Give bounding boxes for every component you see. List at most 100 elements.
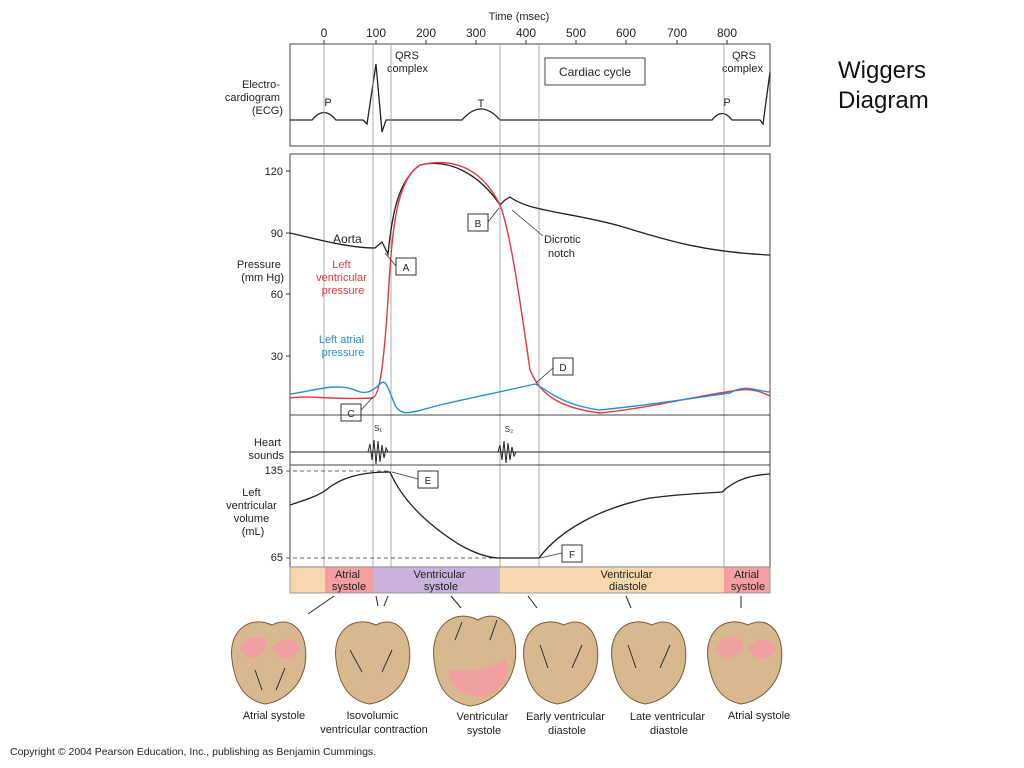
sounds-label-1: Heart	[254, 437, 281, 449]
marker-box-e	[417, 470, 439, 489]
phase-ventricular-diastole	[500, 567, 724, 593]
marker-box-b	[467, 213, 489, 232]
aorta-label: Aorta	[333, 232, 362, 246]
heart-caption-3-line2: systole	[467, 725, 501, 737]
time-axis-ticks: 0 100 200 300 400 500 600 700 800	[321, 26, 738, 40]
heart-caption-1: Atrial systole	[243, 710, 305, 722]
phase-early-diastole-left	[290, 567, 325, 593]
heart-caption-4-line1: Early ventricular	[526, 711, 605, 723]
time-tick-100: 100	[366, 26, 386, 40]
heart-caption-6-line1: Atrial systole	[728, 710, 790, 722]
lv-pressure-label: Left ventricular pressure	[316, 259, 370, 297]
phase-vd-line2: diastole	[609, 581, 647, 593]
heart-caption-3: Ventricular systole	[456, 711, 511, 737]
pressure-tick-marks	[286, 170, 290, 357]
marker-a: A	[403, 263, 410, 274]
phase-atrial1-line1: Atrial	[335, 569, 360, 581]
ecg-label-3: (ECG)	[252, 105, 283, 117]
ecg-panel	[289, 43, 771, 147]
qrs2-line2: complex	[722, 63, 763, 75]
pressure-tick-120: 120	[265, 166, 283, 178]
time-tick-600: 600	[616, 26, 636, 40]
heart-illustration-5	[611, 621, 687, 705]
dicrotic-line2: notch	[548, 248, 575, 260]
pressure-label-2: (mm Hg)	[241, 272, 284, 284]
heart-caption-1-line1: Atrial systole	[243, 710, 305, 722]
pressure-label-1: Pressure	[237, 259, 281, 271]
time-axis-label: Time (msec)	[489, 11, 550, 23]
heart-caption-2-line2: ventricular contraction	[320, 724, 428, 736]
phase-atrial-systole-2	[724, 567, 770, 593]
time-tick-400: 400	[516, 26, 536, 40]
volume-tick-135: 135	[265, 465, 283, 477]
volume-panel	[289, 464, 771, 568]
heart-sounds-panel	[289, 414, 771, 466]
ecg-label: Electro- cardiogram (ECG)	[225, 79, 283, 117]
qrs-label-2: QRS complex	[722, 50, 763, 75]
volume-label-4: (mL)	[242, 526, 265, 538]
time-tick-200: 200	[416, 26, 436, 40]
heart-captions: Atrial systole Isovolumic ventricular co…	[243, 710, 790, 737]
qrs-label-1: QRS complex	[387, 50, 428, 75]
phase-atrial2-line2: systole	[731, 581, 765, 593]
left-ventricular-pressure-curve	[289, 161, 771, 414]
marker-f: F	[569, 550, 575, 561]
phase-vd-line1: Ventricular	[600, 569, 652, 581]
phase-bar-outline	[289, 566, 771, 594]
phase-label-vent-diastole: Ventricular diastole	[600, 569, 655, 593]
volume-label: Left ventricular volume (mL)	[226, 487, 280, 538]
qrs2-line1: QRS	[732, 50, 756, 62]
heart-illustration-3	[433, 615, 517, 707]
ecg-label-2: cardiogram	[225, 92, 280, 104]
heart-caption-5: Late ventricular diastole	[630, 711, 708, 737]
pressure-tick-90: 90	[271, 228, 283, 240]
phase-atrial1-line2: systole	[332, 581, 366, 593]
time-tick-marks	[323, 40, 728, 44]
heart-caption-6: Atrial systole	[728, 710, 790, 722]
phase-ventricular-systole	[373, 567, 500, 593]
time-tick-500: 500	[566, 26, 586, 40]
la-label-1: Left atrial	[319, 334, 364, 346]
time-tick-300: 300	[466, 26, 486, 40]
p-wave-label-1: P	[324, 97, 331, 109]
heart-caption-2-line1: Isovolumic	[346, 710, 398, 722]
marker-e: E	[425, 476, 432, 487]
phase-vs-line2: systole	[424, 581, 458, 593]
heart-illustration-6	[707, 621, 783, 705]
copyright-notice: Copyright © 2004 Pearson Education, Inc.…	[10, 746, 377, 758]
lv-volume-curve	[289, 471, 771, 559]
volume-label-1: Left	[242, 487, 260, 499]
t-wave-label: T	[478, 98, 485, 110]
cardiac-cycle-label: Cardiac cycle	[559, 65, 631, 79]
dicrotic-line1: Dicrotic	[544, 234, 581, 246]
heart-caption-5-line2: diastole	[650, 725, 688, 737]
time-tick-0: 0	[321, 26, 328, 40]
marker-d: D	[559, 363, 566, 374]
pointer-lines-abcd	[360, 207, 554, 411]
heart-illustration-1	[231, 621, 307, 705]
s1-waveform	[367, 439, 389, 465]
phase-atrial-systole-1	[325, 567, 373, 593]
diagram-title: Wiggers Diagram	[838, 56, 929, 116]
s1-label: S₁	[374, 424, 382, 433]
p-wave-label-2: P	[723, 97, 730, 109]
qrs1-line2: complex	[387, 63, 428, 75]
volume-tick-65: 65	[271, 552, 283, 564]
phase-guide-lines	[323, 44, 725, 567]
marker-box-c	[340, 403, 362, 422]
pressure-label: Pressure (mm Hg)	[237, 259, 284, 284]
ecg-trace	[290, 63, 771, 133]
marker-box-a	[395, 257, 417, 276]
heart-caption-5-line1: Late ventricular	[630, 711, 706, 723]
pressure-tick-60: 60	[271, 289, 283, 301]
s2-label: S₂	[505, 425, 513, 434]
la-pressure-label: Left atrial pressure	[319, 334, 367, 359]
heart-caption-3-line1: Ventricular	[456, 711, 508, 723]
lv-label-3: pressure	[322, 285, 365, 297]
heart-caption-4-line2: diastole	[548, 725, 586, 737]
heart-sounds-label: Heart sounds	[249, 437, 285, 462]
ecg-label-1: Electro-	[242, 79, 280, 91]
aorta-pressure-curve	[289, 162, 771, 257]
pressure-ticks: 120 90 60 30	[265, 166, 283, 363]
